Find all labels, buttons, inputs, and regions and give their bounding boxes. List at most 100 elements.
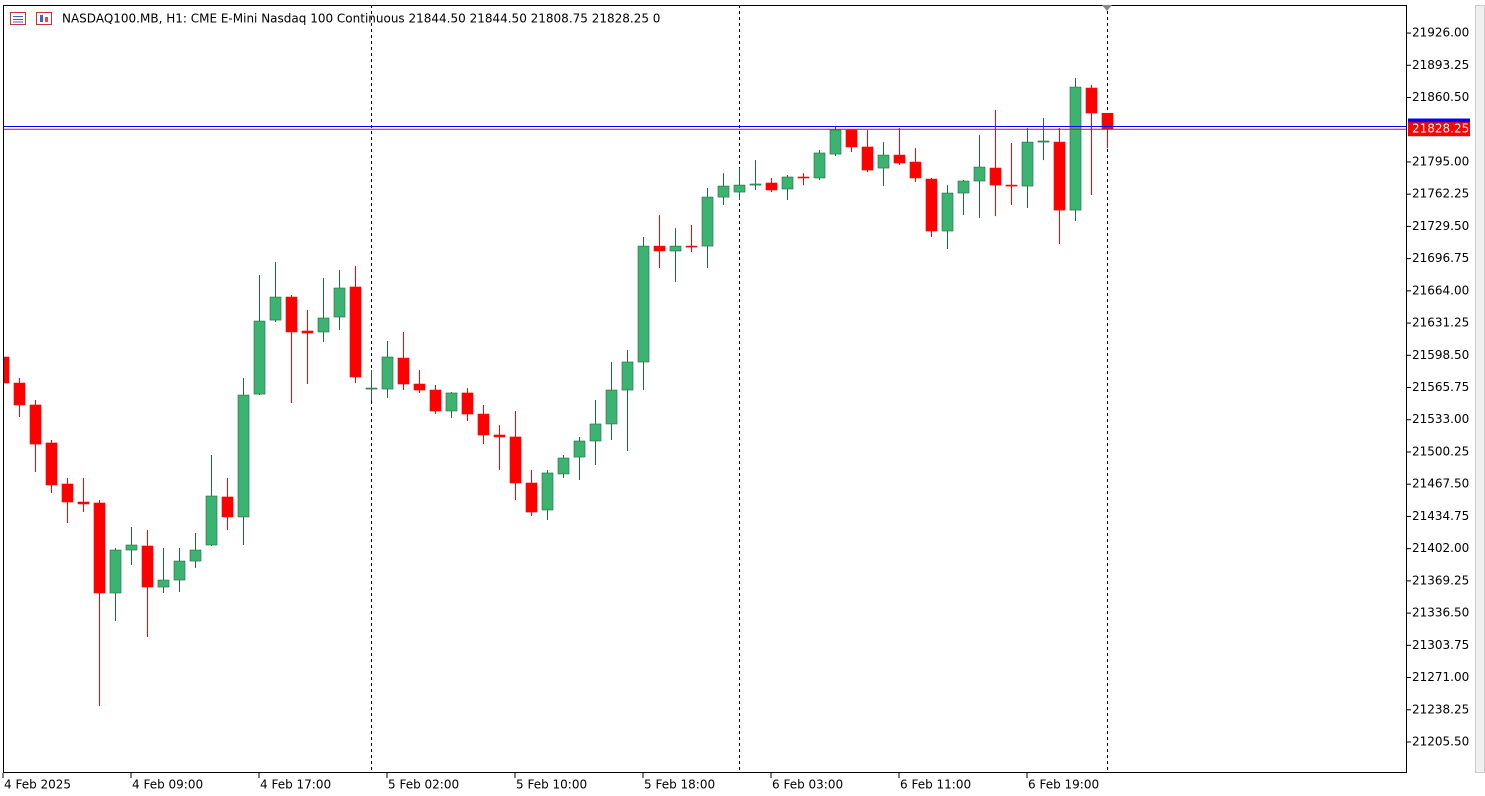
- candle-body: [93, 502, 106, 594]
- x-tick-label: 4 Feb 2025: [4, 778, 71, 792]
- candle-body: [237, 394, 250, 518]
- candle-body: [1085, 87, 1098, 114]
- y-tick-label: 21369.25: [1412, 573, 1469, 587]
- candle-body: [973, 166, 986, 182]
- x-tick-label: 4 Feb 09:00: [132, 778, 203, 792]
- candle-body: [621, 361, 634, 391]
- candle-body: [45, 442, 58, 486]
- candle-body: [605, 389, 618, 425]
- candle-body: [349, 286, 362, 378]
- y-tick-label: 21533.00: [1412, 412, 1469, 426]
- candle-body: [701, 196, 714, 247]
- y-tick-label: 21664.00: [1412, 283, 1469, 297]
- y-tick-label: 21696.75: [1412, 251, 1469, 265]
- candle-body: [941, 192, 954, 232]
- candle-body: [685, 245, 698, 248]
- y-tick-label: 21303.75: [1412, 638, 1469, 652]
- candle-body: [221, 496, 234, 518]
- y-tick-label: 21336.50: [1412, 606, 1469, 620]
- candle-body: [333, 287, 346, 318]
- y-tick-label: 21795.00: [1412, 154, 1469, 168]
- plot-area: [3, 5, 1407, 773]
- candle-body: [189, 549, 202, 562]
- candle-body: [589, 423, 602, 442]
- x-tick-label: 5 Feb 02:00: [388, 778, 459, 792]
- scrollbar: [1475, 5, 1485, 773]
- candle-body: [861, 146, 874, 171]
- y-tick-label: 21926.00: [1412, 26, 1469, 40]
- y-tick-label: 21893.25: [1412, 58, 1469, 72]
- candle-body: [877, 154, 890, 169]
- candle-body: [717, 185, 730, 198]
- candle-body: [445, 392, 458, 412]
- candle-body: [525, 482, 538, 513]
- candle-body: [573, 440, 586, 458]
- candle-body: [429, 389, 442, 412]
- shift-marker: [1102, 5, 1112, 11]
- candle-body: [957, 180, 970, 194]
- candle-body: [477, 413, 490, 436]
- candle-body: [61, 483, 74, 503]
- y-tick-label: 21500.25: [1412, 444, 1469, 458]
- y-tick-label: 21631.25: [1412, 316, 1469, 330]
- y-tick-label: 21565.75: [1412, 380, 1469, 394]
- x-tick-label: 4 Feb 17:00: [260, 778, 331, 792]
- candle-body: [749, 183, 762, 186]
- y-tick-label: 21467.50: [1412, 477, 1469, 491]
- y-tick-label: 21205.50: [1412, 735, 1469, 749]
- bid-label-box: [1408, 122, 1470, 137]
- candle-body: [1053, 141, 1066, 211]
- candle-body: [125, 544, 138, 551]
- candle-body: [893, 154, 906, 164]
- candle-body: [509, 436, 522, 484]
- candle-body: [317, 317, 330, 333]
- chart-title: NASDAQ100.MB, H1: CME E-Mini Nasdaq 100 …: [62, 12, 660, 26]
- candle-body: [1005, 184, 1018, 187]
- y-tick-label: 21762.25: [1412, 187, 1469, 201]
- y-tick-label: 21729.50: [1412, 219, 1469, 233]
- candle-body: [13, 382, 26, 406]
- candle-body: [557, 457, 570, 475]
- candle-body: [765, 182, 778, 191]
- y-tick-label: 21860.50: [1412, 90, 1469, 104]
- candle-body: [541, 472, 554, 511]
- candle-body: [157, 579, 170, 588]
- y-tick-label: 21271.00: [1412, 670, 1469, 684]
- candle-body: [397, 357, 410, 385]
- y-tick-label: 21238.25: [1412, 702, 1469, 716]
- x-tick-label: 6 Feb 19:00: [1028, 778, 1099, 792]
- candle-body: [925, 178, 938, 232]
- candle-body: [813, 152, 826, 179]
- symbol-icon: [10, 12, 52, 25]
- candle-body: [381, 356, 394, 390]
- candle-body: [637, 245, 650, 363]
- y-tick-label: 21434.75: [1412, 509, 1469, 523]
- candle-body: [1021, 141, 1034, 187]
- candle-body: [29, 404, 42, 445]
- candle-body: [109, 549, 122, 594]
- candle-body: [461, 392, 474, 415]
- x-tick-label: 6 Feb 11:00: [900, 778, 971, 792]
- candle-body: [669, 245, 682, 252]
- candle-body: [653, 245, 666, 252]
- x-tick-label: 5 Feb 10:00: [516, 778, 587, 792]
- candle-body: [253, 320, 266, 395]
- candle-body: [285, 296, 298, 333]
- x-tick-label: 6 Feb 03:00: [772, 778, 843, 792]
- candle-body: [909, 161, 922, 179]
- candle-body: [365, 387, 378, 390]
- candle-body: [845, 129, 858, 148]
- candle-body: [173, 560, 186, 581]
- bid-label: 21828.25: [1412, 122, 1469, 136]
- ask-marker: [1408, 118, 1470, 123]
- candle-body: [989, 167, 1002, 186]
- candle-body: [413, 383, 426, 391]
- candle-body: [301, 330, 314, 334]
- candle-body: [493, 434, 506, 438]
- candle-body: [829, 129, 842, 155]
- y-tick-label: 21402.00: [1412, 541, 1469, 555]
- x-tick-label: 5 Feb 18:00: [644, 778, 715, 792]
- candle-body: [1037, 140, 1050, 143]
